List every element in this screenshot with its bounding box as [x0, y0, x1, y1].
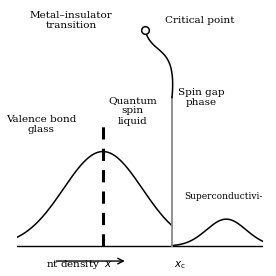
Text: Valence bond
glass: Valence bond glass	[6, 115, 76, 134]
Text: nt density  $x$: nt density $x$	[46, 258, 113, 270]
Text: Metal–insulator
transition: Metal–insulator transition	[30, 11, 112, 30]
Text: Spin gap
phase: Spin gap phase	[178, 88, 225, 107]
Text: Superconductivi-: Superconductivi-	[184, 192, 263, 201]
Text: Critical point: Critical point	[164, 16, 234, 25]
Text: $x_{\rm c}$: $x_{\rm c}$	[174, 259, 186, 270]
Text: Quantum
spin
liquid: Quantum spin liquid	[108, 96, 157, 126]
